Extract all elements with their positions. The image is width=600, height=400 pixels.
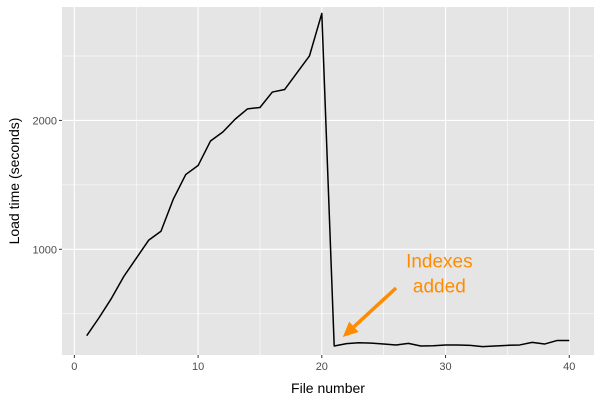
series-line [86,12,570,348]
axis-layer: 0 10 20 30 40 1000 2000 [33,115,576,373]
y-tick-label: 2000 [33,115,57,127]
x-tick-label: 0 [71,361,77,373]
grid-layer [62,7,594,355]
annotation-layer: Indexes added [342,251,473,337]
annotation-text-line1: Indexes [406,251,473,272]
annotation-arrowhead [342,321,359,337]
x-axis-title: File number [291,380,365,396]
annotation-text-line2: added [413,276,466,297]
y-tick-label: 1000 [33,244,57,256]
annotation-arrow [352,286,398,329]
series-layer [86,12,570,348]
x-tick-label: 40 [563,361,575,373]
x-tick-label: 20 [316,361,328,373]
x-tick-label: 30 [439,361,451,373]
y-axis-title: Load time (seconds) [6,118,22,245]
x-tick-label: 10 [192,361,204,373]
